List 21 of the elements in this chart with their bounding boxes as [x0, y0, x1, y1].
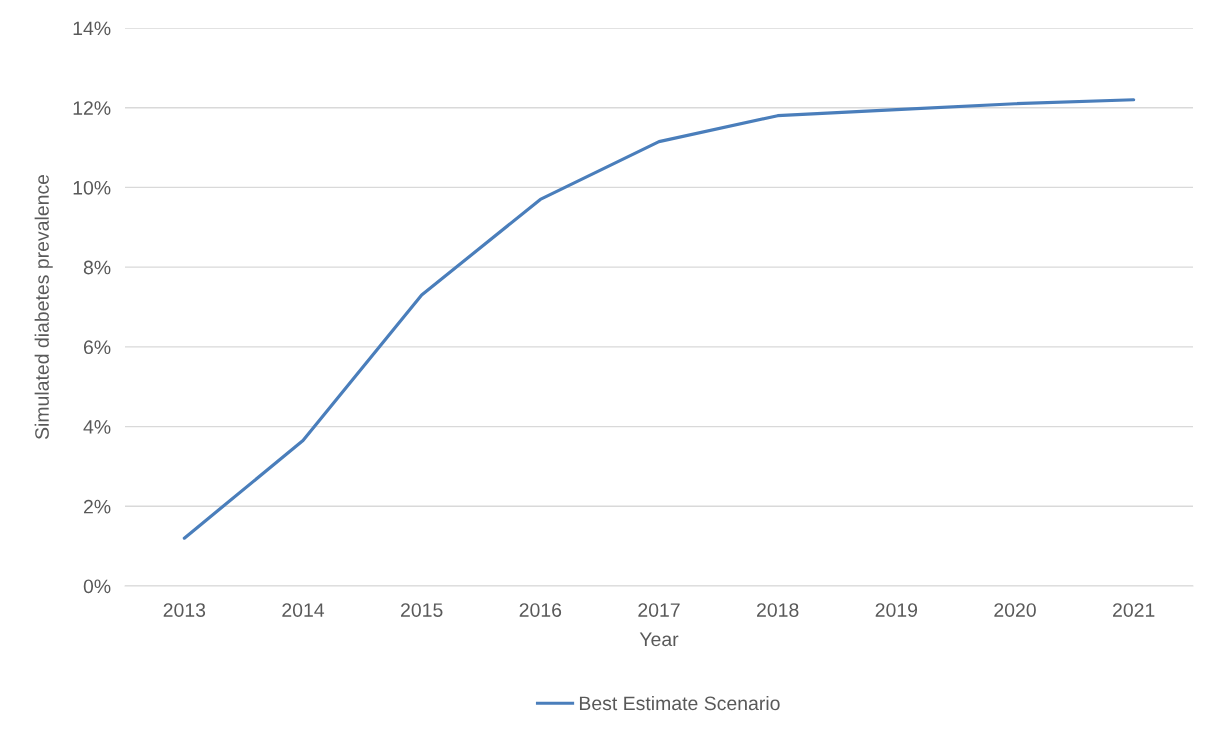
y-tick-label: 14% [73, 21, 111, 36]
y-tick-label: 6% [84, 340, 111, 355]
y-tick-label: 4% [83, 420, 111, 434]
x-tick-label: 2015 [401, 603, 443, 617]
x-axis-title: Year [639, 632, 679, 647]
x-tick-label: 2017 [638, 603, 680, 617]
y-tick-label: 2% [83, 499, 111, 514]
x-tick-label: 2016 [519, 603, 562, 617]
x-tick-label: 2018 [757, 603, 799, 617]
x-tick-label: 2014 [282, 603, 325, 617]
y-tick-label: 8% [83, 260, 111, 275]
x-tick-label: 2020 [994, 603, 1036, 617]
y-tick-label: 12% [73, 101, 111, 115]
line-series [182, 98, 1136, 540]
y-tick-label: 0% [83, 579, 111, 594]
legend-label: Best Estimate Scenario [579, 695, 780, 711]
y-tick-label: 10% [73, 180, 111, 195]
x-tick-label: 2021 [1113, 603, 1155, 617]
y-axis-title: Simulated diabetes prevalence [34, 174, 53, 440]
x-tick-label: 2013 [163, 603, 206, 617]
x-tick-label: 2019 [875, 603, 918, 617]
